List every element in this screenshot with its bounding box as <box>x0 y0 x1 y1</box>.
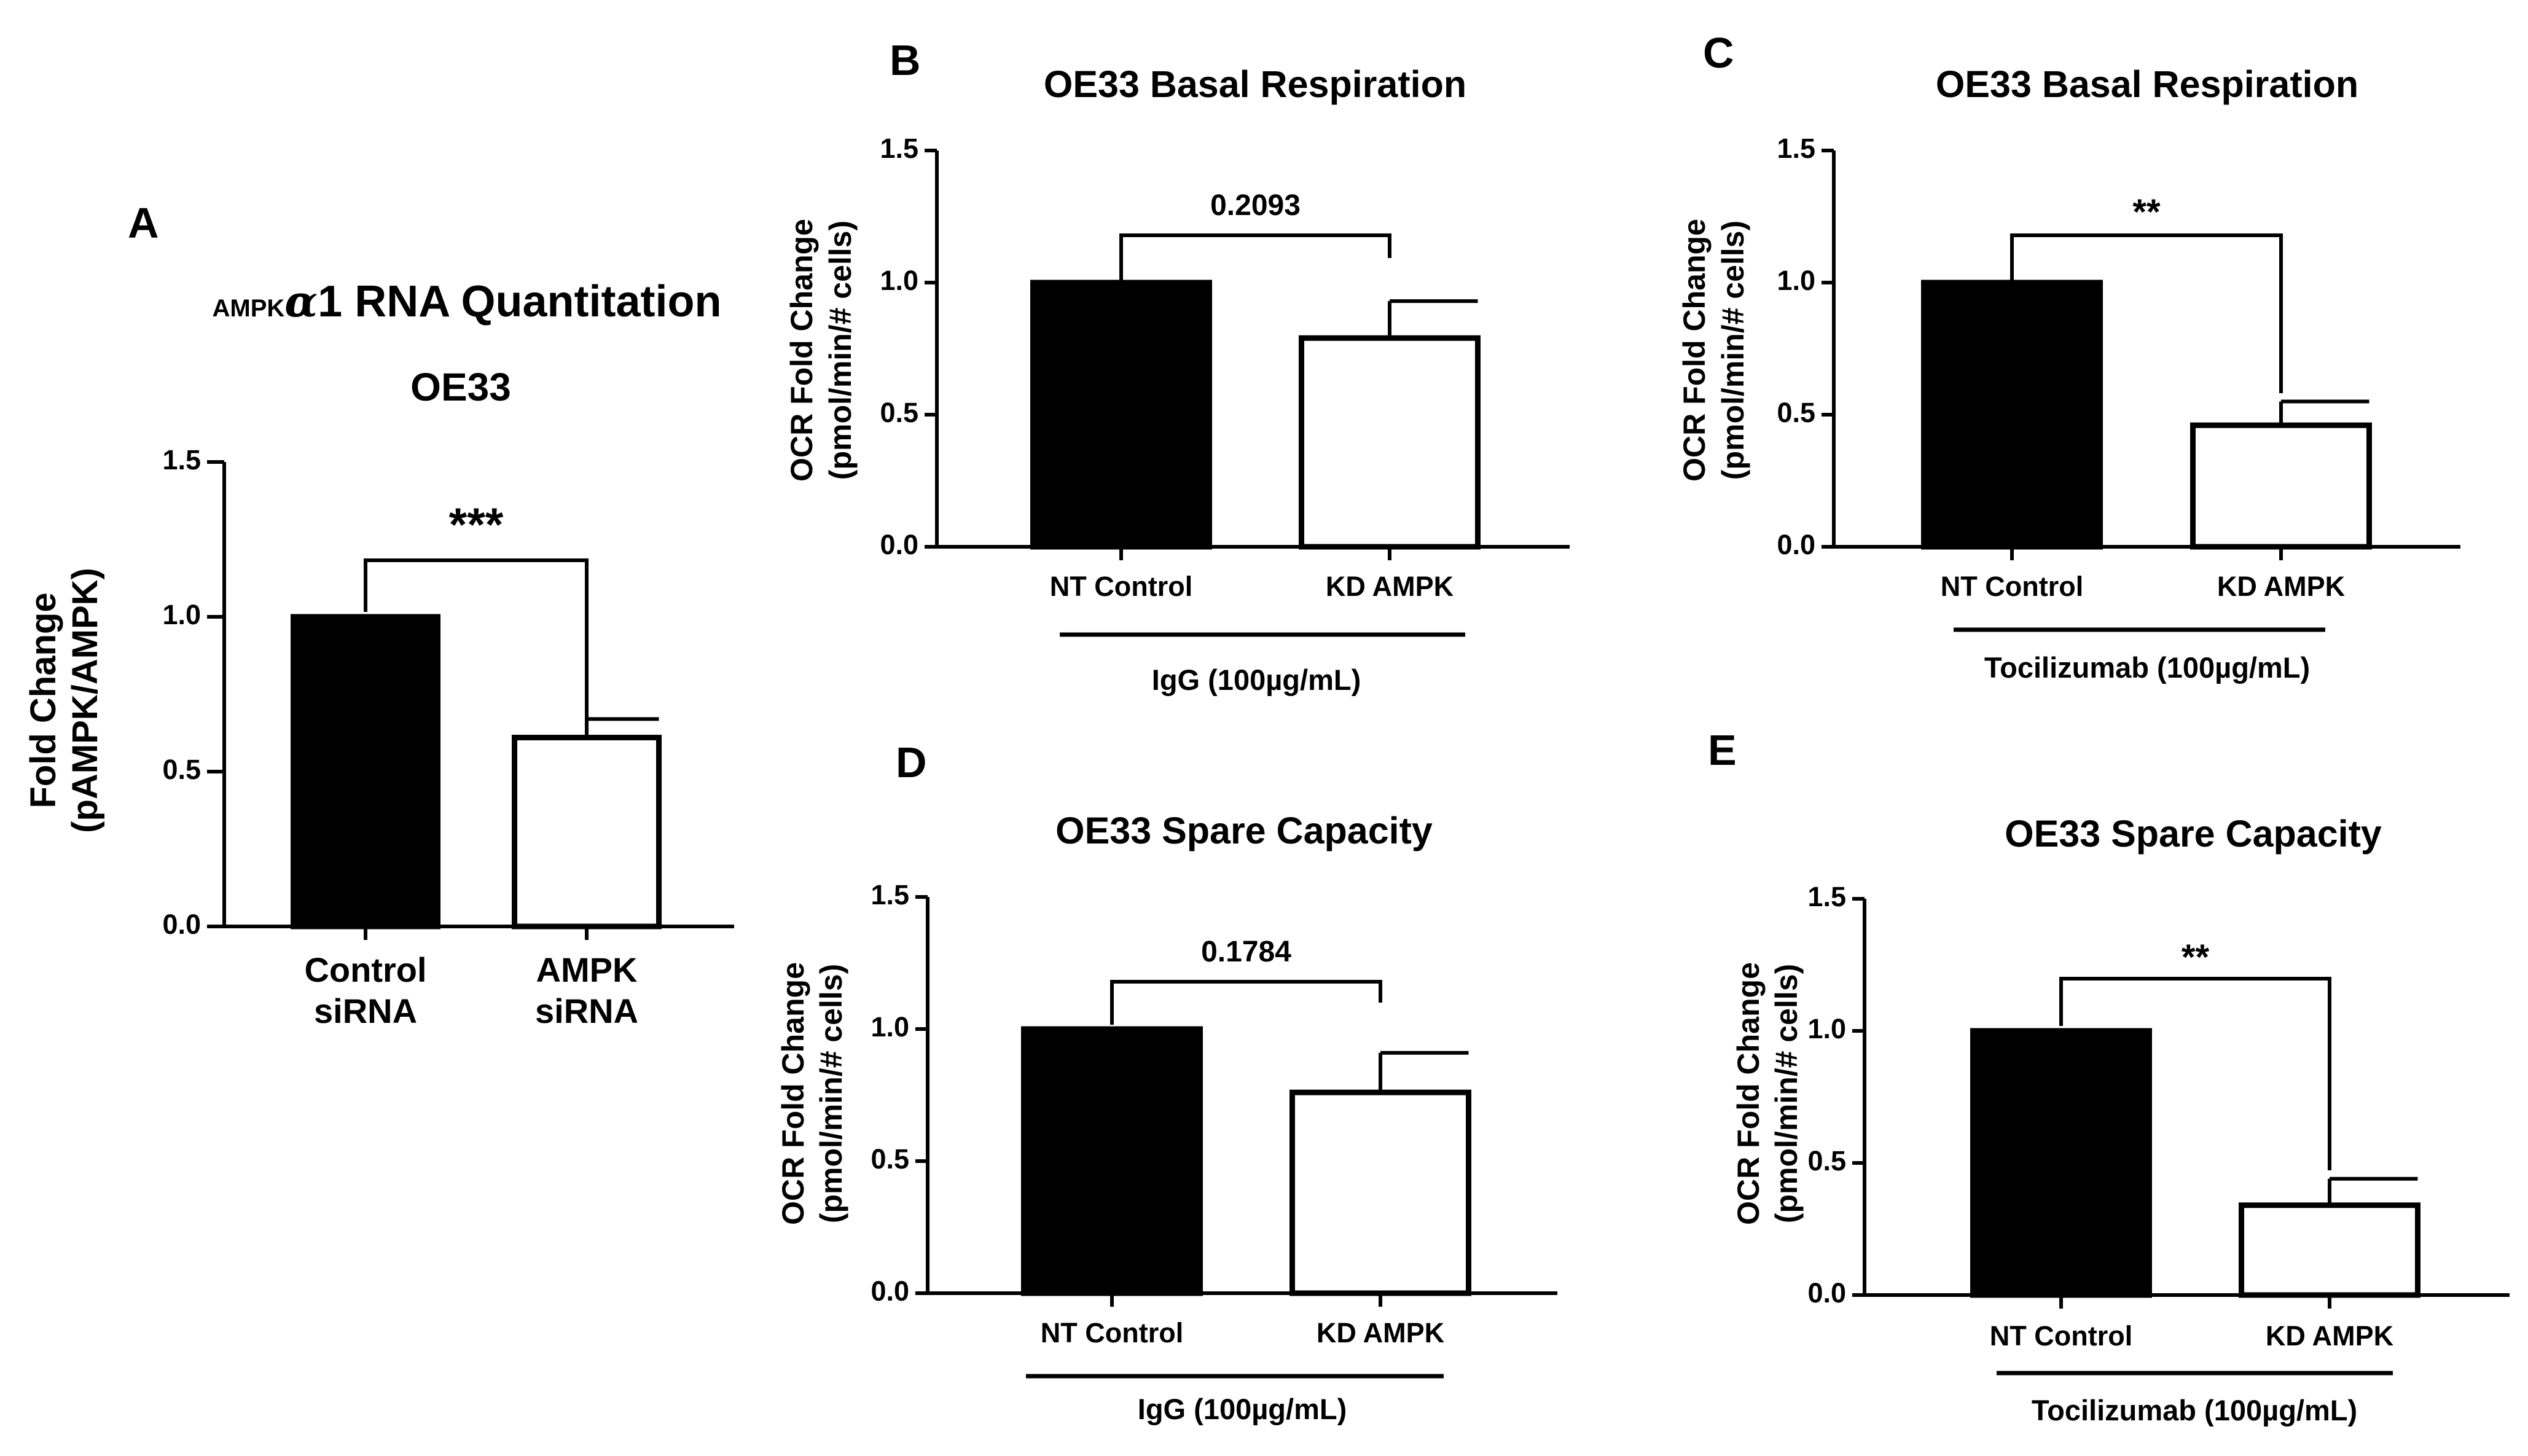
panel-c-y-tick-label: 1.5 <box>1777 133 1815 164</box>
panel-e-plot-area: 0.0 0.5 1.0 1.5 NT Control KD AMPK ** <box>1807 881 2510 1352</box>
panel-a-category-label: Control <box>304 950 426 989</box>
panel-c-group-label: Tocilizumab (100µg/mL) <box>1984 651 2310 684</box>
panel-a-category-label: siRNA <box>535 992 638 1030</box>
panel-e-y-tick-label: 1.5 <box>1807 881 1846 912</box>
panel-d-significance-label: 0.1784 <box>1201 936 1291 968</box>
panel-d-y-tick-label: 0.0 <box>871 1275 909 1307</box>
panel-c-chart: C OE33 Basal Respiration OCR Fold Change… <box>1677 29 2460 684</box>
panel-e-significance-label: ** <box>2182 937 2210 977</box>
panel-e-y-tick-label: 0.5 <box>1807 1145 1846 1176</box>
panel-c-category-label: KD AMPK <box>2217 571 2346 602</box>
panel-b-y-tick-label: 1.0 <box>880 265 918 296</box>
panel-d-plot-area: 0.0 0.5 1.0 1.5 NT Control KD AMPK 0.1784 <box>871 879 1557 1348</box>
panel-d-category-label: NT Control <box>1041 1317 1183 1348</box>
panel-b-y-tick-label: 1.5 <box>880 133 918 164</box>
panel-a-y-tick-label: 1.5 <box>162 444 201 476</box>
panel-e-ylabel-line2: (pmol/min/# cells) <box>1769 964 1804 1223</box>
panel-c-bar <box>1921 280 2103 550</box>
panel-d-y-tick-label: 1.5 <box>871 879 909 910</box>
panel-c-bar <box>2190 422 2372 550</box>
panel-d-chart: D OE33 Spare Capacity OCR Fold Change (p… <box>776 738 1557 1425</box>
panel-b-plot-area: 0.0 0.5 1.0 1.5 NT Control KD AMPK 0.2093 <box>880 133 1570 602</box>
panel-b-letter: B <box>890 36 921 84</box>
panel-a-title-rest: 1 RNA Quantitation <box>318 277 721 326</box>
panel-b-ylabel-line1: OCR Fold Change <box>785 219 819 482</box>
panel-c-ylabel-line1: OCR Fold Change <box>1677 219 1712 482</box>
panel-c-title: OE33 Basal Respiration <box>1936 63 2358 105</box>
panel-c-significance-label: ** <box>2132 192 2161 232</box>
panel-e-letter: E <box>1708 726 1737 774</box>
panel-c-category-label: NT Control <box>1941 571 2083 602</box>
panel-a-bar <box>512 735 662 930</box>
panel-d-group-label: IgG (100µg/mL) <box>1138 1393 1347 1425</box>
panel-c-y-tick-label: 1.0 <box>1777 265 1815 296</box>
panel-a-category-label: siRNA <box>314 992 417 1030</box>
panel-b-y-tick-label: 0.5 <box>880 397 918 428</box>
panel-c-significance-bracket <box>2010 233 2283 393</box>
panel-e-bar <box>1970 1028 2152 1298</box>
panel-e-y-tick-label: 0.0 <box>1807 1277 1846 1309</box>
panel-d-ylabel-line1: OCR Fold Change <box>776 962 810 1225</box>
panel-a-y-tick-label: 0.5 <box>162 754 201 785</box>
panel-d-letter: D <box>896 738 927 786</box>
panel-b-significance-bracket <box>1119 233 1391 283</box>
panel-e-bar <box>2239 1202 2420 1298</box>
panel-c-plot-area: 0.0 0.5 1.0 1.5 NT Control KD AMPK ** <box>1777 133 2460 602</box>
panel-e-title: OE33 Spare Capacity <box>2005 813 2382 855</box>
panel-a-chart: A AMPKα1 RNA Quantitation OE33 Fold Chan… <box>23 199 734 1030</box>
panel-a-y-tick-label: 0.0 <box>162 909 201 940</box>
panel-c-ylabel-line2: (pmol/min/# cells) <box>1716 221 1750 480</box>
panel-e-category-label: KD AMPK <box>2266 1320 2394 1352</box>
panel-b-bar <box>1030 280 1212 550</box>
panel-c-y-tick-label: 0.5 <box>1777 397 1815 428</box>
panel-e-chart: E OE33 Spare Capacity OCR Fold Change (p… <box>1708 726 2510 1427</box>
panel-d-bar <box>1021 1026 1203 1296</box>
panel-d-category-label: KD AMPK <box>1317 1317 1445 1348</box>
panel-e-category-label: NT Control <box>1990 1320 2132 1352</box>
panel-a-significance-label: *** <box>449 499 504 551</box>
panel-b-bar <box>1299 335 1481 550</box>
panel-b-category-label: NT Control <box>1050 571 1192 602</box>
panel-a-title-prefix: AMPK <box>213 295 285 322</box>
panel-a-significance-bracket <box>364 558 589 740</box>
panel-a-subtitle: OE33 <box>410 365 511 409</box>
panel-d-y-tick-label: 1.0 <box>871 1011 909 1043</box>
panel-b-ylabel-line2: (pmol/min/# cells) <box>823 221 858 480</box>
panel-d-y-tick-label: 0.5 <box>871 1143 909 1175</box>
panel-a-title: AMPKα1 RNA Quantitation <box>213 276 722 327</box>
panel-a-y-tick-label: 1.0 <box>162 599 201 630</box>
panel-d-bar <box>1289 1089 1471 1296</box>
panel-a-title-greek: α <box>284 276 318 327</box>
panel-a-bar <box>291 614 440 930</box>
panel-e-y-tick-label: 1.0 <box>1807 1013 1846 1044</box>
panel-e-group-label: Tocilizumab (100µg/mL) <box>2032 1394 2357 1427</box>
panel-b-significance-label: 0.2093 <box>1210 189 1301 222</box>
panel-d-ylabel-line2: (pmol/min/# cells) <box>814 964 848 1223</box>
panel-a-ylabel-line1: Fold Change <box>23 592 63 808</box>
panel-b-title: OE33 Basal Respiration <box>1044 63 1466 105</box>
panel-e-significance-bracket <box>2059 977 2331 1170</box>
panel-b-y-tick-label: 0.0 <box>880 529 918 560</box>
panel-d-significance-bracket <box>1110 980 1382 1025</box>
panel-b-category-label: KD AMPK <box>1326 571 1454 602</box>
panel-a-letter: A <box>128 199 159 247</box>
panel-b-group-label: IgG (100µg/mL) <box>1152 663 1361 696</box>
panel-c-y-tick-label: 0.0 <box>1777 529 1815 560</box>
panel-d-title: OE33 Spare Capacity <box>1055 810 1433 851</box>
panel-a-ylabel-line2: (pAMPK/AMPK) <box>65 568 105 833</box>
panel-b-chart: B OE33 Basal Respiration OCR Fold Change… <box>785 36 1570 696</box>
panel-a-category-label: AMPK <box>536 950 638 989</box>
panel-c-letter: C <box>1703 29 1734 77</box>
panel-e-ylabel-line1: OCR Fold Change <box>1731 962 1766 1225</box>
